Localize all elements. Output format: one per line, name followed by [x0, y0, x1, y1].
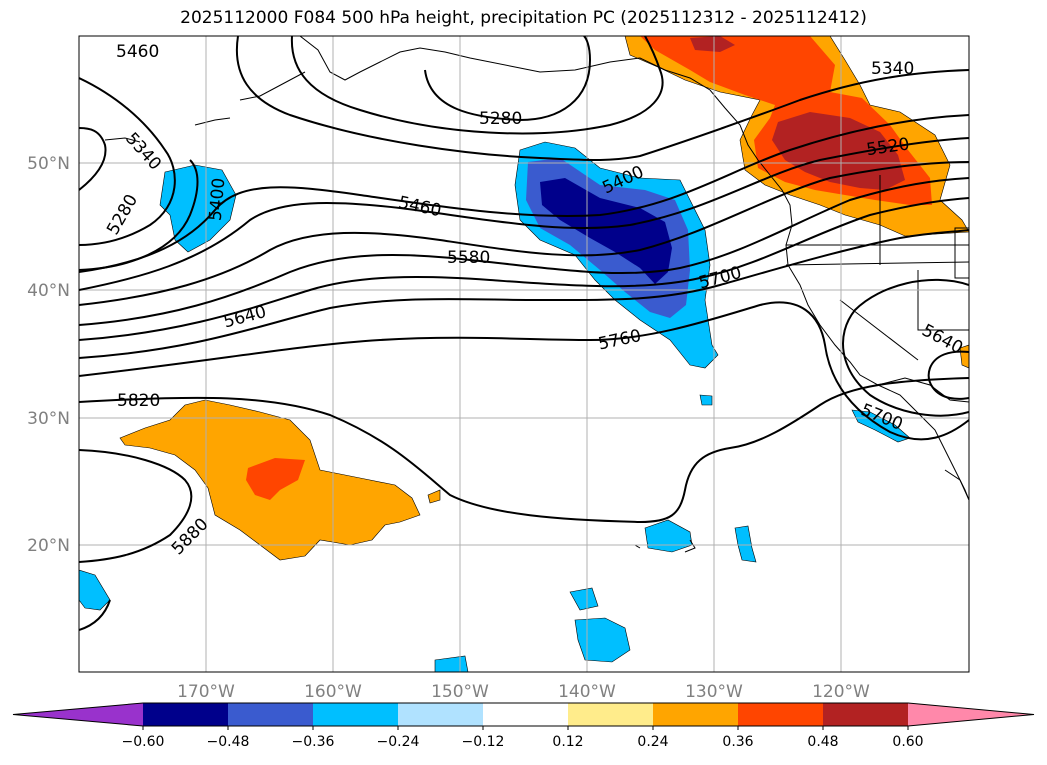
- colorbar-tick-label: −0.60: [122, 734, 165, 750]
- lon-tick-label: 130°W: [685, 682, 743, 702]
- colorbar: −0.60 −0.48 −0.36 −0.24 −0.12 0.12 0.24 0.36 0.4…: [12, 702, 1035, 750]
- height-contours: [79, 36, 969, 631]
- contour-label: 5280: [479, 109, 522, 129]
- contour-5580: [79, 177, 969, 326]
- lon-tick-label: 140°W: [558, 682, 616, 702]
- colorbar-tick-label: 0.24: [637, 734, 668, 750]
- contour-label: 5640: [221, 302, 268, 333]
- contour-5640-low: [842, 278, 969, 417]
- contour-5640: [79, 229, 969, 359]
- lat-tick-label: 20°N: [27, 536, 70, 556]
- contour-label: 5640: [918, 320, 966, 358]
- contour-5700: [79, 301, 969, 441]
- latitude-labels: 50°N 40°N 30°N 20°N: [27, 154, 70, 556]
- precip-positive-area-central-core: [246, 458, 305, 500]
- lon-tick-label: 160°W: [304, 682, 362, 702]
- contour-5880: [79, 599, 111, 631]
- lat-tick-label: 40°N: [27, 281, 70, 301]
- colorbar-extend-min: [13, 703, 143, 726]
- contour-label: 5340: [121, 129, 165, 175]
- contour-5820: [79, 449, 193, 563]
- lon-tick-label: 150°W: [431, 682, 489, 702]
- precip-negative-area-west: [159, 164, 237, 253]
- colorbar-tick-label: 0.60: [892, 734, 923, 750]
- colorbar-segment: [738, 703, 823, 726]
- contour-5400-arc: [235, 36, 969, 161]
- contour-5280-low: [424, 36, 592, 122]
- contour-label: 5460: [397, 193, 443, 222]
- colorbar-segment: [398, 703, 483, 726]
- contour-label: 5400: [206, 177, 230, 222]
- contour-5340-arc: [290, 36, 664, 135]
- contour-5760: [79, 377, 969, 524]
- contour-5340-west: [79, 77, 176, 246]
- plot-frame: [78, 35, 970, 673]
- colorbar-tick-label: −0.12: [462, 734, 505, 750]
- colorbar-segment: [653, 703, 738, 726]
- colorbar-segment: [483, 703, 568, 726]
- precip-shading: [79, 36, 969, 672]
- colorbar-segment: [228, 703, 313, 726]
- colorbar-segment: [568, 703, 653, 726]
- contour-label: 5580: [447, 248, 490, 268]
- contour-label: 5820: [117, 391, 160, 411]
- colorbar-tick-label: 0.36: [722, 734, 753, 750]
- contour-label: 5460: [116, 42, 159, 62]
- lon-tick-label: 170°W: [177, 682, 235, 702]
- contour-5460: [79, 137, 969, 291]
- contour-label: 5760: [596, 326, 642, 355]
- longitude-labels: 170°W 160°W 150°W 140°W 130°W 120°W: [177, 682, 870, 702]
- colorbar-tick-label: 0.48: [807, 734, 838, 750]
- colorbar-tick-label: −0.24: [377, 734, 420, 750]
- colorbar-tick-label: 0.12: [552, 734, 583, 750]
- colorbar-extend-max: [908, 703, 1034, 726]
- contour-5280-west: [79, 127, 107, 191]
- graticule: [79, 36, 969, 672]
- colorbar-segment: [143, 703, 228, 726]
- colorbar-tick-label: −0.36: [292, 734, 335, 750]
- colorbar-tick-label: −0.48: [207, 734, 250, 750]
- lat-tick-label: 30°N: [27, 409, 70, 429]
- lat-tick-label: 50°N: [27, 154, 70, 174]
- colorbar-segment: [313, 703, 398, 726]
- map-title: 2025112000 F084 500 hPa height, precipit…: [180, 8, 867, 28]
- colorbar-segment: [823, 703, 908, 726]
- precip-negative-area-gulf-core: [540, 178, 672, 284]
- contour-label: 5340: [871, 59, 914, 79]
- lon-tick-label: 120°W: [812, 682, 870, 702]
